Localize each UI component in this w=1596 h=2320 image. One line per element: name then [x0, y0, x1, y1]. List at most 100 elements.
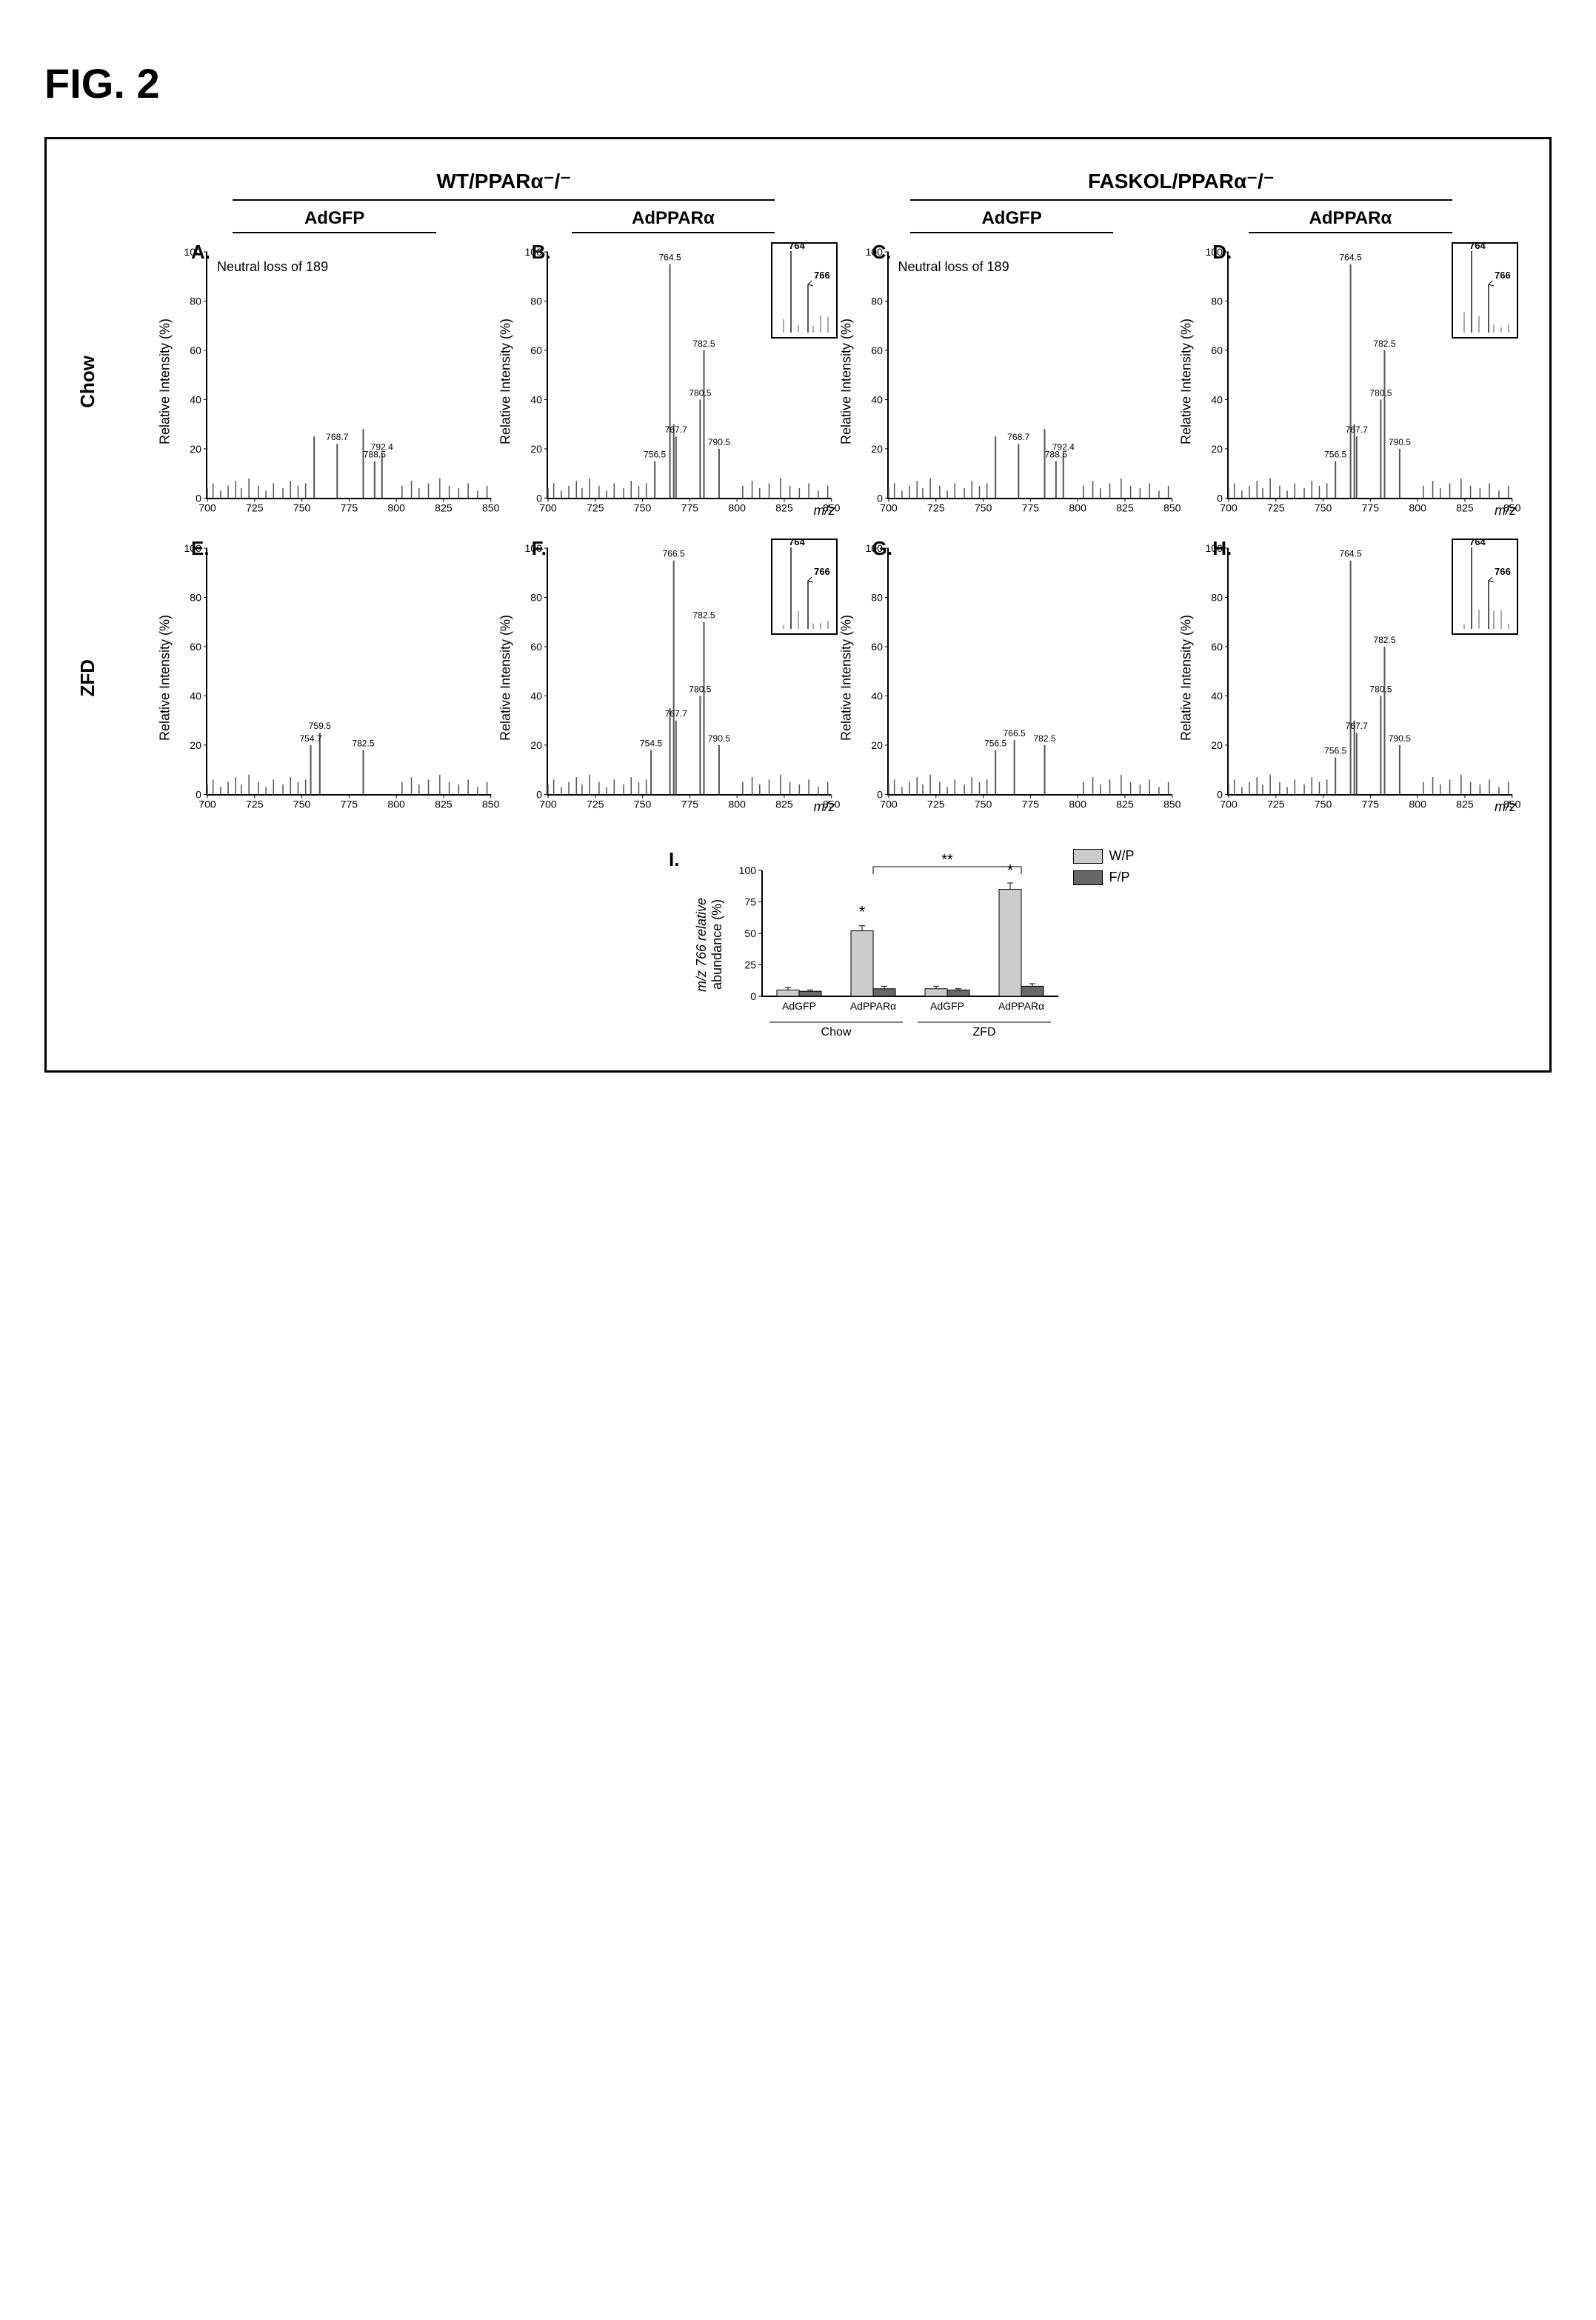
svg-text:790.5: 790.5 [1389, 437, 1412, 447]
svg-text:775: 775 [1021, 799, 1039, 810]
svg-text:800: 800 [387, 799, 405, 810]
svg-text:750: 750 [1315, 502, 1332, 514]
svg-text:775: 775 [1362, 502, 1380, 514]
svg-text:750: 750 [1315, 799, 1332, 810]
svg-text:750: 750 [634, 502, 652, 514]
svg-text:700: 700 [1220, 502, 1238, 514]
svg-text:20: 20 [190, 739, 201, 751]
svg-text:Chow: Chow [821, 1026, 852, 1039]
svg-text:782.5: 782.5 [692, 339, 715, 349]
top-group-wt-label: WT/PPARα⁻/⁻ [436, 170, 571, 193]
svg-text:AdGFP: AdGFP [931, 1000, 965, 1012]
svg-text:40: 40 [530, 393, 542, 405]
svg-text:750: 750 [634, 799, 652, 810]
svg-text:767.7: 767.7 [664, 709, 687, 719]
inset-svg: 764766 [1453, 540, 1517, 633]
svg-text:40: 40 [190, 690, 201, 701]
svg-text:700: 700 [539, 502, 557, 514]
inset-svg: 764766 [1453, 244, 1517, 337]
svg-text:764.5: 764.5 [1340, 549, 1363, 559]
svg-text:800: 800 [728, 502, 746, 514]
panel-letter: C. [872, 241, 892, 264]
svg-text:20: 20 [1212, 443, 1223, 455]
sub-header-0: AdGFP [165, 208, 504, 233]
svg-text:800: 800 [1069, 502, 1086, 514]
bar-ylabel-1: m/z 766 relative [694, 897, 709, 991]
panel-letter-i: I. [669, 848, 679, 1041]
bar [873, 989, 895, 996]
svg-text:850: 850 [1503, 502, 1521, 514]
ms-chart-F: F.Relative Intensity (%)m/z0204060801007… [506, 537, 839, 819]
svg-text:766: 766 [814, 270, 830, 281]
svg-text:775: 775 [341, 799, 358, 810]
svg-text:792.4: 792.4 [371, 442, 394, 453]
ms-chart-C: C.Relative Intensity (%)Neutral loss of … [847, 241, 1180, 522]
figure-container: WT/PPARα⁻/⁻ FASKOL/PPARα⁻/⁻ AdGFP AdPPAR… [44, 137, 1552, 1073]
svg-text:800: 800 [1069, 799, 1086, 810]
svg-text:80: 80 [190, 592, 201, 604]
panel-letter: A. [191, 241, 210, 264]
yaxis-label: Relative Intensity (%) [838, 615, 854, 741]
bar [999, 890, 1021, 997]
yaxis-label: Relative Intensity (%) [1179, 319, 1195, 444]
svg-text:20: 20 [1212, 739, 1223, 751]
header-line [910, 199, 1452, 201]
svg-text:764.5: 764.5 [1340, 253, 1363, 263]
svg-text:20: 20 [190, 443, 201, 455]
svg-text:20: 20 [871, 443, 883, 455]
svg-text:825: 825 [435, 502, 453, 514]
svg-text:725: 725 [587, 799, 604, 810]
svg-text:850: 850 [482, 799, 500, 810]
svg-text:60: 60 [1212, 641, 1223, 653]
charts-row2: E.Relative Intensity (%)0204060801007007… [165, 537, 1520, 819]
panel-letter: H. [1212, 537, 1232, 560]
ms-chart-E: E.Relative Intensity (%)0204060801007007… [165, 537, 498, 819]
legend: W/PF/P [1073, 848, 1134, 1041]
svg-text:825: 825 [775, 502, 793, 514]
sub-header-label: AdGFP [981, 208, 1041, 228]
svg-text:60: 60 [871, 641, 883, 653]
spectrum-svg: 020406080100700725750775800825850756.576… [887, 548, 1172, 796]
sub-header-3: AdPPARα [1181, 208, 1520, 233]
svg-text:750: 750 [974, 799, 992, 810]
svg-text:80: 80 [871, 296, 883, 307]
svg-text:20: 20 [871, 739, 883, 751]
chart-grid: Chow A.Relative Intensity (%)Neutral los… [76, 241, 1520, 833]
svg-text:850: 850 [1163, 799, 1181, 810]
svg-text:725: 725 [927, 502, 945, 514]
bar-yaxis-label: m/z 766 relative abundance (%) [694, 848, 725, 1041]
svg-text:80: 80 [530, 592, 542, 604]
yaxis-label: Relative Intensity (%) [158, 615, 173, 741]
yaxis-label: Relative Intensity (%) [498, 615, 513, 741]
legend-item: F/P [1073, 870, 1134, 885]
inset-box: 764766 [1452, 539, 1518, 635]
row-label-zfd: ZFD [76, 659, 165, 697]
charts-row1: A.Relative Intensity (%)Neutral loss of … [165, 241, 1520, 522]
svg-text:782.5: 782.5 [1374, 339, 1397, 349]
svg-text:768.7: 768.7 [1007, 432, 1030, 442]
bar-chart-wrap: m/z 766 relative abundance (%) 025507510… [694, 848, 1134, 1041]
svg-text:780.5: 780.5 [1370, 684, 1393, 694]
svg-text:756.5: 756.5 [644, 449, 667, 459]
svg-text:AdGFP: AdGFP [783, 1000, 817, 1012]
svg-text:800: 800 [728, 799, 746, 810]
svg-text:767.7: 767.7 [1346, 721, 1369, 731]
svg-text:790.5: 790.5 [1389, 733, 1412, 744]
svg-text:766.5: 766.5 [1003, 728, 1026, 739]
svg-text:750: 750 [293, 799, 311, 810]
legend-label: F/P [1109, 870, 1129, 885]
svg-text:766: 766 [1495, 270, 1511, 281]
svg-text:725: 725 [246, 502, 264, 514]
svg-text:850: 850 [823, 799, 841, 810]
bar [947, 990, 969, 997]
svg-text:775: 775 [1362, 799, 1380, 810]
svg-text:20: 20 [530, 443, 542, 455]
svg-text:756.5: 756.5 [984, 739, 1007, 749]
svg-text:825: 825 [1116, 799, 1134, 810]
svg-text:750: 750 [293, 502, 311, 514]
svg-text:790.5: 790.5 [708, 437, 731, 447]
svg-text:40: 40 [871, 690, 883, 701]
svg-text:40: 40 [1212, 393, 1223, 405]
svg-text:800: 800 [1409, 502, 1427, 514]
bar [1021, 986, 1044, 996]
